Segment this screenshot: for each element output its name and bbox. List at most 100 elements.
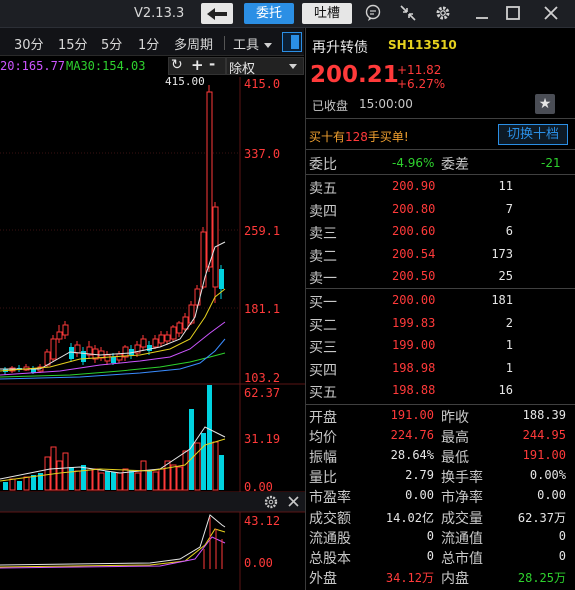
title-bar: V2.13.3 委托 吐槽 [0, 0, 575, 28]
bid-row[interactable]: 买五 198.88 16 [306, 381, 575, 401]
volume-bar [23, 476, 30, 491]
ma-line [0, 241, 226, 370]
weibi-value: -4.96% [392, 156, 435, 170]
divider [224, 36, 225, 50]
period-1min[interactable]: 1分 [138, 38, 160, 53]
volume-bar [31, 475, 36, 490]
gear-icon[interactable] [433, 4, 453, 24]
ask-row[interactable]: 卖三 200.60 6 [306, 222, 575, 242]
period-30min[interactable]: 30分 [14, 38, 44, 53]
chat-icon[interactable] [363, 4, 383, 24]
level-label: 买一 [309, 295, 337, 311]
maximize-icon[interactable] [503, 4, 523, 24]
candle-body [152, 338, 159, 348]
level-label: 卖一 [309, 271, 337, 288]
star-icon[interactable]: ★ [535, 94, 555, 114]
ma-line [0, 288, 226, 372]
kline-chart[interactable]: 415.0 337.0 259.1 181.1 103.2 415.00 62.… [0, 77, 305, 590]
stat-label: 均价 [309, 430, 337, 447]
level-volume: 25 [498, 269, 513, 284]
volume-bar [201, 433, 206, 490]
period-5min[interactable]: 5分 [101, 38, 123, 53]
candle-body [164, 334, 171, 342]
indicator-line [0, 514, 226, 566]
weicha-label: 委差 [441, 157, 469, 173]
volume-bar [176, 466, 183, 491]
bid-row[interactable]: 买三 199.00 1 [306, 336, 575, 356]
zoom-out-icon[interactable]: - [209, 55, 216, 73]
divider [306, 404, 575, 405]
candle-body [140, 338, 147, 348]
security-name: 再升转债 [312, 40, 368, 56]
stat-label: 流通股 [309, 530, 351, 547]
shrink-icon[interactable] [398, 4, 418, 24]
indicator-settings-icon[interactable] [264, 495, 278, 509]
moving-averages [0, 241, 226, 380]
market-status: 已收盘 [312, 99, 349, 113]
refresh-icon[interactable]: ↻ [171, 57, 183, 73]
multi-period-menu[interactable]: 多周期 [174, 38, 214, 53]
candle-body [194, 288, 201, 306]
price-tick: 181.1 [244, 302, 280, 316]
volume-ma-line [0, 438, 226, 482]
bid-row[interactable]: 买一 200.00 181 [306, 291, 575, 311]
chevron-down-icon [289, 64, 297, 69]
stat-label: 成交量 [441, 510, 483, 527]
candle-body [86, 346, 93, 356]
zoom-in-icon[interactable]: + [191, 56, 204, 74]
back-button[interactable] [201, 3, 233, 24]
stat-label: 开盘 [309, 410, 337, 426]
stat-label: 市盈率 [309, 490, 351, 507]
quote-panel: 再升转债 SH113510 200.21 +11.82 +6.27% 已收盘 1… [305, 28, 575, 590]
volume-bar [147, 471, 152, 490]
level-label: 卖五 [309, 181, 337, 197]
bid-row[interactable]: 买二 199.83 2 [306, 314, 575, 334]
notice-text[interactable]: 买十有128手买单! [309, 128, 409, 145]
stats-row: 流通股 0 流通值 0 [306, 527, 575, 547]
entrust-button[interactable]: 委托 [244, 3, 294, 24]
candle-body [147, 345, 152, 351]
stat-label: 最低 [441, 450, 469, 467]
period-15min[interactable]: 15分 [58, 38, 88, 53]
layout-toggle-icon[interactable] [282, 32, 302, 52]
level-label: 卖三 [309, 226, 337, 243]
candle-body [116, 353, 123, 361]
candle-body [50, 338, 57, 360]
price-grid [0, 152, 240, 309]
volume-bar [17, 481, 22, 490]
ask-row[interactable]: 卖一 200.50 25 [306, 267, 575, 287]
chart-controls: ↻ + - [168, 55, 226, 75]
arrow-left-icon [207, 8, 227, 20]
ask-row[interactable]: 卖五 200.90 11 [306, 177, 575, 197]
level-price: 199.83 [392, 315, 436, 330]
level-price: 198.88 [392, 383, 436, 398]
volume-bar [129, 470, 134, 490]
indicator-close-icon[interactable] [288, 496, 299, 507]
stat-label: 最高 [441, 430, 469, 447]
level-label: 买五 [309, 385, 337, 402]
weicha-value: -21 [541, 156, 561, 170]
volume-bar [38, 473, 43, 490]
bid-row[interactable]: 买四 198.98 1 [306, 359, 575, 379]
stat-value: 224.76 [390, 428, 434, 443]
stat-value: 2.79 [405, 468, 434, 483]
volume-bar [62, 452, 69, 491]
level-price: 200.80 [392, 201, 436, 216]
volume-bar [189, 409, 194, 490]
candle-body [81, 351, 86, 362]
switch-ten-levels-button[interactable]: 切换十档 [498, 124, 568, 145]
stat-value: 0 [558, 548, 566, 563]
volume-bar [158, 468, 165, 491]
volume-bar [69, 467, 74, 490]
feedback-button[interactable]: 吐槽 [302, 3, 352, 24]
stat-label: 外盘 [309, 570, 337, 587]
ask-row[interactable]: 卖二 200.54 173 [306, 245, 575, 265]
stat-value: 62.37万 [517, 510, 566, 525]
ask-row[interactable]: 卖四 200.80 7 [306, 200, 575, 220]
close-icon[interactable] [541, 4, 561, 24]
tools-menu[interactable]: 工具 [233, 38, 260, 53]
level-volume: 7 [505, 201, 513, 216]
minimize-icon[interactable] [469, 4, 495, 24]
restore-select[interactable]: 除权 [226, 57, 304, 77]
volume-bar [116, 472, 123, 491]
